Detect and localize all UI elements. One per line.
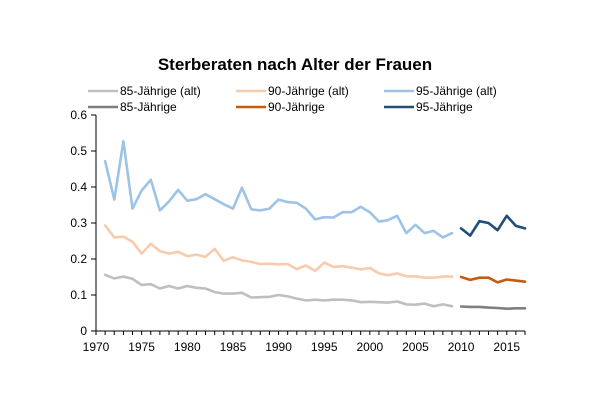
series-line-5 bbox=[459, 275, 527, 284]
series-line-6 bbox=[459, 214, 527, 237]
legend-label: 90-Jährige bbox=[268, 100, 325, 114]
x-tick-label: 2005 bbox=[402, 340, 429, 354]
plot-area: 0 0.1 0.2 0.3 0.4 0.5 0.6 1970 1975 1980 1985 1990… bbox=[70, 108, 527, 354]
y-tick-label: 0.1 bbox=[70, 288, 87, 302]
x-tick-label: 1995 bbox=[311, 340, 338, 354]
legend-label: 95-Jährige bbox=[416, 100, 473, 114]
y-tick-label: 0.2 bbox=[70, 252, 87, 266]
series-line-4 bbox=[459, 305, 527, 311]
x-tick-label: 1985 bbox=[220, 340, 247, 354]
x-tick-label: 2010 bbox=[448, 340, 475, 354]
series-line-2 bbox=[103, 224, 454, 280]
legend-item-3: 95-Jährige (alt) bbox=[384, 84, 497, 98]
legend-item-1: 85-Jährige (alt) bbox=[88, 84, 201, 98]
legend-label: 85-Jährige (alt) bbox=[120, 84, 201, 98]
x-tick-label: 1980 bbox=[174, 340, 201, 354]
y-tick-label: 0 bbox=[80, 324, 87, 338]
chart-title: Sterberaten nach Alter der Frauen bbox=[158, 55, 432, 74]
legend-item-2: 90-Jährige (alt) bbox=[236, 84, 349, 98]
x-tick-label: 1990 bbox=[265, 340, 292, 354]
legend: 85-Jährige (alt) 90-Jährige (alt) 95-Jähri… bbox=[88, 84, 497, 114]
y-tick-label: 0.6 bbox=[70, 108, 87, 122]
legend-label: 85-Jährige bbox=[120, 100, 177, 114]
x-tick-label: 1970 bbox=[83, 340, 110, 354]
x-ticks: 1970 1975 1980 1985 1990 1995 2000 2005 2010 2015 bbox=[83, 331, 526, 354]
y-tick-label: 0.5 bbox=[70, 144, 87, 158]
legend-label: 90-Jährige (alt) bbox=[268, 84, 349, 98]
series-line-3 bbox=[103, 140, 454, 239]
y-tick-label: 0.4 bbox=[70, 180, 87, 194]
y-tick-label: 0.3 bbox=[70, 216, 87, 230]
x-tick-label: 2000 bbox=[356, 340, 383, 354]
y-ticks: 0 0.1 0.2 0.3 0.4 0.5 0.6 bbox=[70, 108, 96, 338]
series-lines bbox=[103, 140, 527, 311]
series-line-1 bbox=[103, 273, 454, 308]
legend-item-6: 95-Jährige bbox=[384, 100, 473, 114]
legend-item-4: 85-Jährige bbox=[88, 100, 177, 114]
legend-item-5: 90-Jährige bbox=[236, 100, 325, 114]
x-tick-label: 1975 bbox=[128, 340, 155, 354]
x-tick-label: 2015 bbox=[493, 340, 520, 354]
legend-label: 95-Jährige (alt) bbox=[416, 84, 497, 98]
